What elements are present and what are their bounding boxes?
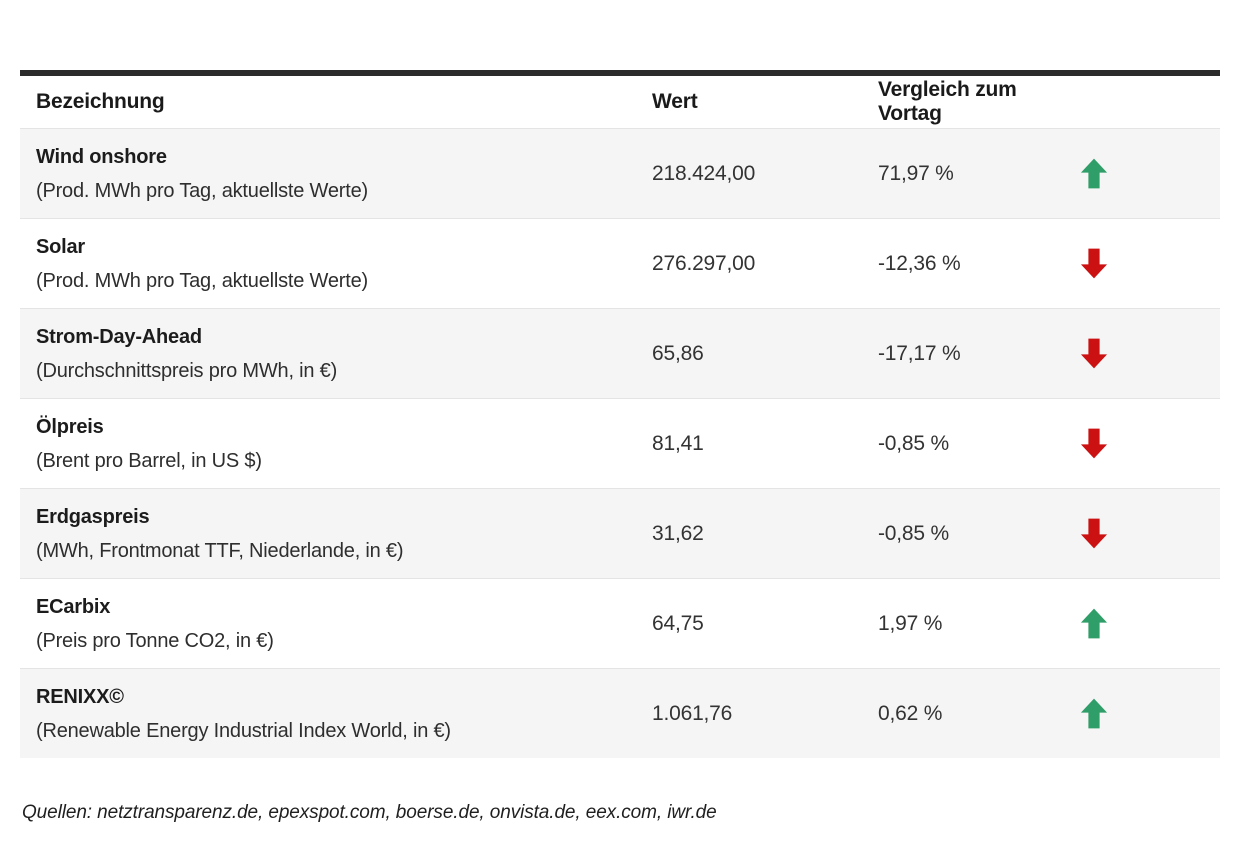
row-change: -0,85 % [878,431,949,455]
row-change: 0,62 % [878,701,943,725]
row-change: -0,85 % [878,521,949,545]
down-arrow-icon [1080,338,1108,369]
row-value: 31,62 [652,521,704,545]
row-name-cell: Solar (Prod. MWh pro Tag, aktuellste Wer… [20,230,640,298]
row-description: (Renewable Energy Industrial Index World… [36,719,451,742]
row-value: 218.424,00 [652,161,756,185]
row-description: (Durchschnittspreis pro MWh, in €) [36,359,338,382]
column-header-wert: Wert [652,90,698,113]
row-value: 81,41 [652,431,704,455]
sources-caption: Quellen: netztransparenz.de, epexspot.co… [22,802,717,823]
row-trend-cell [1060,428,1220,459]
table-row: Solar (Prod. MWh pro Tag, aktuellste Wer… [20,218,1220,308]
up-arrow-icon [1080,698,1108,729]
row-title: Erdgaspreis [36,505,150,528]
row-title: Wind onshore [36,145,167,168]
row-description: (Prod. MWh pro Tag, aktuellste Werte) [36,269,368,292]
row-description: (Prod. MWh pro Tag, aktuellste Werte) [36,179,368,202]
table-row: Wind onshore (Prod. MWh pro Tag, aktuell… [20,128,1220,218]
row-value: 65,86 [652,341,704,365]
row-name-cell: Erdgaspreis (MWh, Frontmonat TTF, Nieder… [20,500,640,568]
down-arrow-icon [1080,248,1108,279]
row-name-cell: RENIXX© (Renewable Energy Industrial Ind… [20,680,640,748]
row-title: Solar [36,235,86,258]
down-arrow-icon [1080,518,1108,549]
table-row: Ölpreis (Brent pro Barrel, in US $) 81,4… [20,398,1220,488]
row-name-cell: Strom-Day-Ahead (Durchschnittspreis pro … [20,320,640,388]
row-name-cell: Wind onshore (Prod. MWh pro Tag, aktuell… [20,140,640,208]
row-value: 276.297,00 [652,251,756,275]
row-trend-cell [1060,248,1220,279]
row-value: 1.061,76 [652,701,733,725]
row-description: (Preis pro Tonne CO2, in €) [36,629,274,652]
row-change: 71,97 % [878,161,954,185]
row-trend-cell [1060,698,1220,729]
table-row: Erdgaspreis (MWh, Frontmonat TTF, Nieder… [20,488,1220,578]
up-arrow-icon [1080,158,1108,189]
row-trend-cell [1060,518,1220,549]
row-trend-cell [1060,158,1220,189]
row-title: Strom-Day-Ahead [36,325,202,348]
row-title: ECarbix [36,595,111,618]
row-value: 64,75 [652,611,704,635]
row-title: RENIXX© [36,685,124,708]
table-row: ECarbix (Preis pro Tonne CO2, in €) 64,7… [20,578,1220,668]
row-title: Ölpreis [36,415,104,438]
row-trend-cell [1060,608,1220,639]
row-name-cell: Ölpreis (Brent pro Barrel, in US $) [20,410,640,478]
down-arrow-icon [1080,428,1108,459]
table-row: RENIXX© (Renewable Energy Industrial Ind… [20,668,1220,758]
up-arrow-icon [1080,608,1108,639]
row-description: (Brent pro Barrel, in US $) [36,449,262,472]
row-change: -17,17 % [878,341,961,365]
row-name-cell: ECarbix (Preis pro Tonne CO2, in €) [20,590,640,658]
column-header-bezeichnung: Bezeichnung [36,90,165,113]
row-description: (MWh, Frontmonat TTF, Niederlande, in €) [36,539,404,562]
row-change: -12,36 % [878,251,961,275]
column-header-vergleich: Vergleich zum Vortag [878,78,1017,125]
energy-data-table: Bezeichnung Wert Vergleich zum Vortag Wi… [20,70,1220,758]
table-header-row: Bezeichnung Wert Vergleich zum Vortag [20,76,1220,128]
row-trend-cell [1060,338,1220,369]
table-row: Strom-Day-Ahead (Durchschnittspreis pro … [20,308,1220,398]
row-change: 1,97 % [878,611,943,635]
